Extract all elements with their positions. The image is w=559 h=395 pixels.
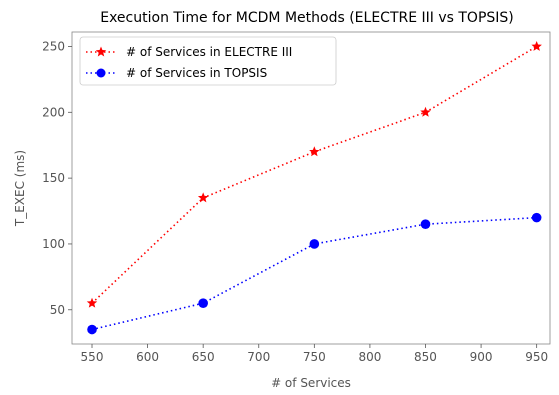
x-tick-label: 750: [303, 350, 326, 364]
x-tick-label: 950: [525, 350, 548, 364]
x-tick-label: 600: [136, 350, 159, 364]
y-axis-label: T_EXEC (ms): [13, 150, 27, 227]
data-point-star: [420, 106, 431, 117]
data-point-star: [197, 192, 209, 203]
series-layer: [86, 40, 542, 335]
legend: # of Services in ELECTRE III # of Servic…: [79, 36, 337, 86]
data-point-circle: [309, 239, 320, 249]
x-axis-label: # of Services: [271, 376, 351, 390]
x-tick-label: 900: [470, 350, 493, 364]
legend-label-topsis: # of Services in TOPSIS: [126, 66, 267, 80]
x-axis: 550 600 650 700 750 800 850 900 950: [81, 344, 548, 364]
y-axis: 50 100 150 200 250: [42, 39, 72, 317]
y-tick-label: 50: [50, 303, 65, 317]
y-tick-label: 250: [42, 39, 65, 53]
data-point-circle: [420, 219, 431, 230]
y-tick-label: 100: [42, 237, 65, 251]
y-tick-label: 200: [42, 105, 65, 119]
data-point-circle: [531, 212, 542, 223]
data-point-circle: [198, 298, 208, 308]
data-point-star: [531, 40, 542, 51]
legend-label-electre: # of Services in ELECTRE III: [126, 45, 292, 59]
x-tick-label: 700: [247, 350, 270, 364]
data-point-star: [86, 297, 98, 308]
data-point-star: [309, 146, 320, 157]
data-point-circle: [87, 324, 97, 335]
legend-star-marker: [95, 46, 107, 57]
x-tick-label: 850: [414, 350, 437, 364]
chart-title: Execution Time for MCDM Methods (ELECTRE…: [100, 10, 514, 26]
legend-box: [79, 36, 337, 86]
x-tick-label: 650: [192, 350, 215, 364]
plot-area: [71, 31, 551, 345]
y-tick-label: 150: [42, 171, 65, 185]
legend-circle-marker: [96, 68, 106, 78]
x-tick-label: 550: [81, 350, 104, 364]
x-tick-label: 800: [358, 350, 381, 364]
series-line-1: [91, 216, 537, 331]
